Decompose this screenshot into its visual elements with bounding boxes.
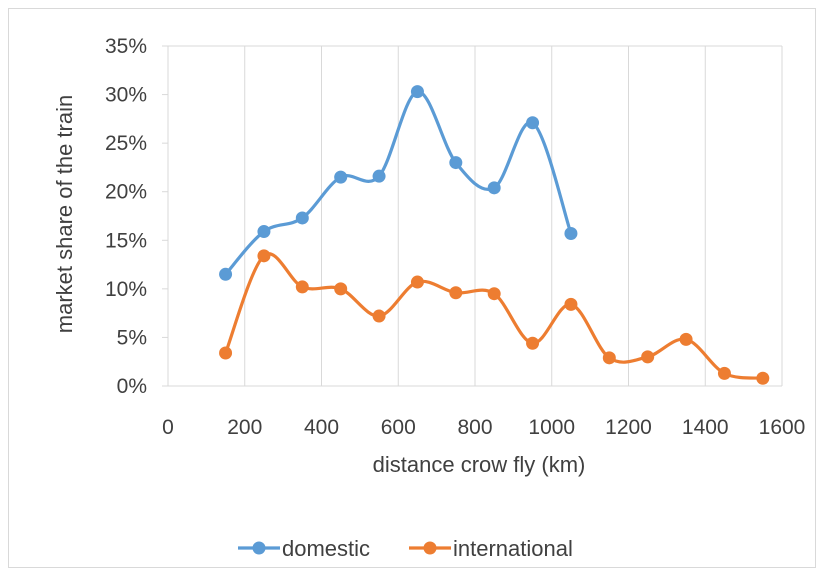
data-point-international — [717, 366, 731, 380]
x-tick-label: 200 — [227, 416, 262, 439]
data-point-international — [602, 351, 616, 365]
x-tick-label: 1600 — [759, 416, 806, 439]
legend-marker-international — [423, 541, 437, 555]
data-point-domestic — [334, 170, 348, 184]
data-point-domestic — [449, 156, 463, 170]
data-point-international — [526, 336, 540, 350]
y-tick-label: 20% — [105, 181, 147, 204]
chart-frame — [8, 8, 816, 568]
legend-item-international: international — [409, 536, 573, 561]
y-tick-label: 25% — [105, 132, 147, 155]
series-international — [219, 249, 770, 385]
y-tick-label: 10% — [105, 278, 147, 301]
data-point-international — [564, 297, 578, 311]
axes — [162, 45, 782, 387]
data-point-domestic — [372, 169, 386, 183]
legend-label-international: international — [453, 536, 573, 561]
y-tick-label: 0% — [117, 375, 147, 398]
data-point-international — [641, 350, 655, 364]
y-tick-label: 35% — [105, 35, 147, 58]
tick-labels: 0 200 400 600 800 1000 1200 1400 1600 0% 5% 10% 15% 2… — [105, 35, 805, 439]
data-point-international — [679, 332, 693, 346]
y-tick-label: 30% — [105, 84, 147, 107]
data-point-international — [257, 249, 271, 263]
legend-marker-domestic — [252, 541, 266, 555]
data-point-international — [410, 275, 424, 289]
x-tick-label: 1400 — [682, 416, 729, 439]
data-point-international — [295, 280, 309, 294]
data-point-international — [334, 282, 348, 296]
series-layer — [219, 85, 770, 385]
legend-label-domestic: domestic — [282, 536, 370, 561]
series-line-domestic — [224, 90, 573, 276]
x-tick-label: 1000 — [528, 416, 575, 439]
x-tick-label: 800 — [457, 416, 492, 439]
y-axis-title: market share of the train — [52, 95, 77, 333]
legend: domestic international — [238, 536, 573, 561]
series-line-international — [224, 252, 764, 380]
data-point-domestic — [295, 211, 309, 225]
series-domestic — [219, 85, 578, 281]
data-point-international — [449, 286, 463, 300]
data-point-domestic — [526, 116, 540, 130]
y-tick-label: 15% — [105, 229, 147, 252]
data-point-domestic — [487, 181, 501, 195]
y-tick-label: 5% — [117, 326, 147, 349]
data-point-domestic — [219, 267, 233, 281]
x-axis-title: distance crow fly (km) — [373, 452, 586, 477]
x-tick-label: 600 — [381, 416, 416, 439]
x-tick-label: 1200 — [605, 416, 652, 439]
data-point-international — [372, 309, 386, 323]
x-tick-label: 0 — [162, 416, 174, 439]
data-point-domestic — [410, 85, 424, 99]
data-point-international — [219, 346, 233, 360]
data-point-domestic — [257, 225, 271, 239]
legend-item-domestic: domestic — [238, 536, 370, 561]
data-point-domestic — [564, 226, 578, 240]
x-tick-label: 400 — [304, 416, 339, 439]
data-point-international — [487, 287, 501, 301]
data-point-international — [756, 371, 770, 385]
